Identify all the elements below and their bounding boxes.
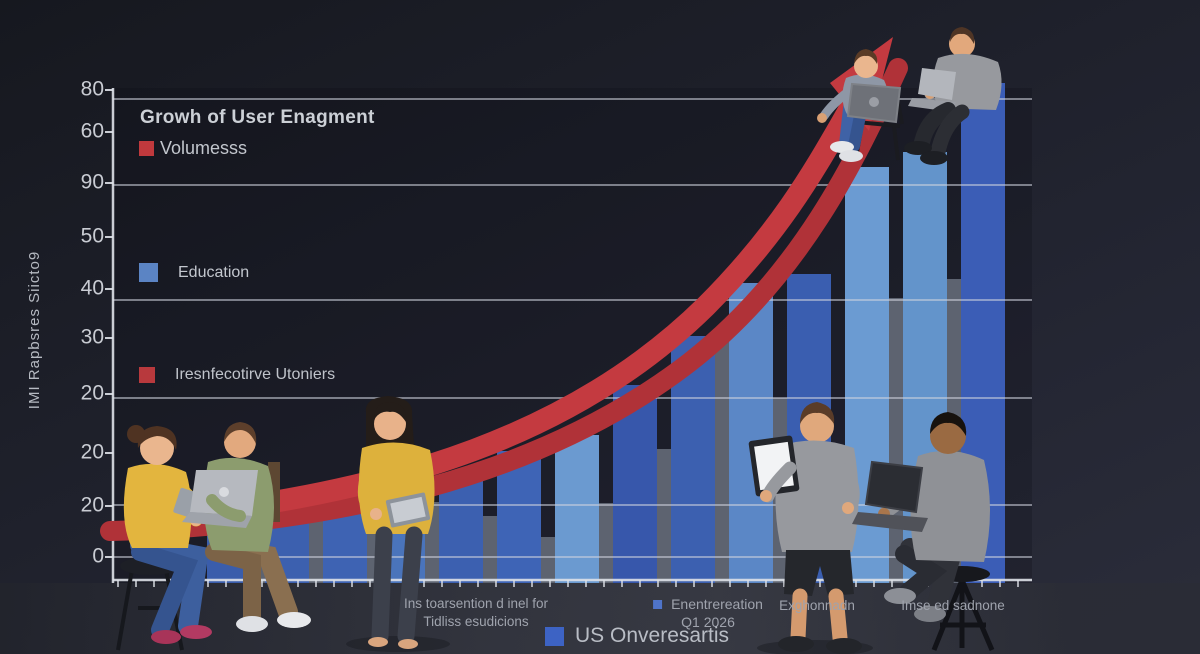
footer-legend-label: US Onveresartis (575, 624, 730, 647)
legend-label-consecutive: Iresnfecotirve Utoniers (175, 366, 336, 383)
y-axis-tick-label: 0 (92, 544, 104, 568)
legend-label-volumes: Volumesss (160, 138, 248, 158)
bar-gray (483, 516, 499, 583)
x-label-group-2: Enentrereation Q1 2026 (653, 595, 763, 631)
trend-curve (100, 58, 908, 541)
x-label-2-line-1: Enentrereation (671, 596, 763, 612)
legend-row-consecutive: Iresnfecotirve Utoniers (139, 366, 335, 384)
figure-man-on-tallest-bar (904, 27, 1002, 165)
legend-swatch-blue (139, 263, 158, 282)
legend-label-education: Education (178, 263, 250, 281)
x-label-group-1: Ins toarsention d inel for Tidliss esudi… (404, 595, 548, 631)
x-label-group-4: Imse ed sadnone (901, 597, 1005, 615)
footer-legend: US Onveresartis (545, 624, 729, 648)
x-label-4: Imse ed sadnone (901, 598, 1005, 613)
x-label-1-line-1: Ins toarsention d inel for (403, 596, 549, 611)
bar-gray (309, 518, 325, 583)
y-axis-tick-label: 40 (80, 276, 104, 300)
y-axis-tick-label: 60 (80, 119, 104, 143)
figure-standing-man-device (748, 402, 873, 654)
x-label-3: Exghonnadn (779, 598, 855, 613)
figure-standing-woman-tablet (346, 396, 450, 652)
bar-education (555, 435, 599, 583)
figure-seated-man-typing (852, 412, 995, 651)
bar-education (323, 509, 367, 583)
legend-swatch-red-2 (139, 367, 155, 383)
y-axis-tick-label: 50 (80, 224, 104, 248)
y-axis-tick-label: 90 (80, 170, 104, 194)
bar-gray (715, 336, 731, 583)
y-axis-tick-label: 80 (80, 77, 104, 101)
footer-legend-swatch (545, 626, 564, 646)
x-label-2-line-2: Q1 2026 (681, 614, 735, 630)
bar-education (439, 480, 483, 583)
trend-curve (137, 87, 867, 529)
bar-gray (657, 449, 673, 583)
y-axis-tick-label: 20 (80, 493, 104, 517)
legend-row-volumes: Volumesss (139, 138, 247, 159)
legend-row-education: Education (139, 263, 249, 282)
y-axis-tick-label: 20 (80, 381, 104, 405)
chart-title: Growh of User Enagment (140, 107, 375, 128)
figure-boy-on-chair-atop-bar (817, 49, 904, 162)
bar-gray (889, 298, 905, 583)
x-label-1-line-2: Tidliss esudicions (423, 614, 529, 629)
legend-swatch-red (139, 141, 154, 156)
bar-gray (599, 503, 615, 583)
bar-gray (541, 537, 557, 583)
x-label-group-3: Exghonnadn (779, 597, 855, 615)
y-axis-tick-label: 30 (80, 325, 104, 349)
figure-man-seated-laptop (182, 422, 311, 632)
y-axis-tick-label: 20 (80, 440, 104, 464)
x-label-2-swatch (653, 599, 663, 609)
